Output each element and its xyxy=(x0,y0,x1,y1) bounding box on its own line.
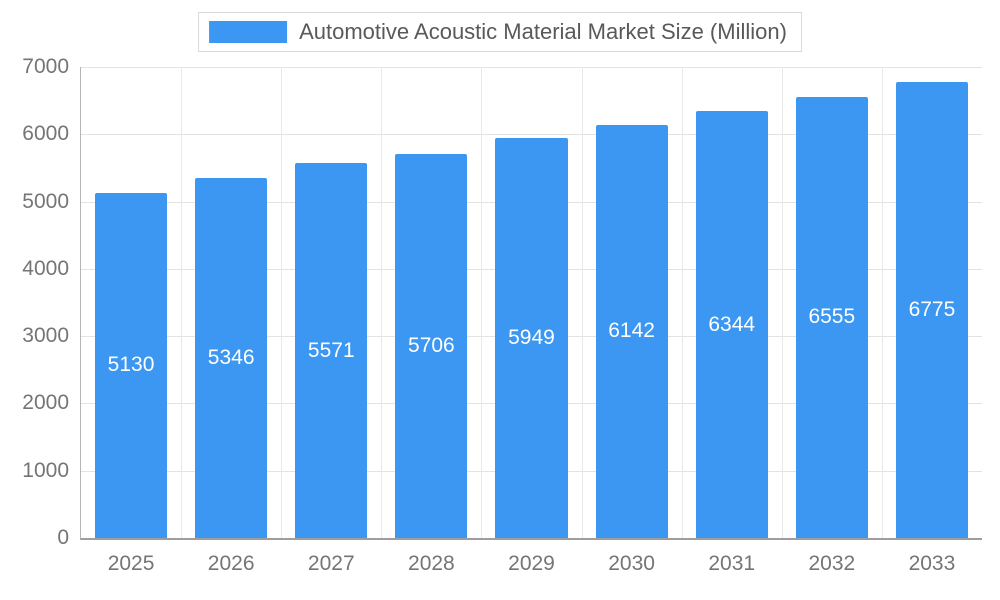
bar-value-label: 5130 xyxy=(107,353,155,377)
x-axis-tick-label: 2031 xyxy=(708,552,756,575)
bar-value-label: 5706 xyxy=(408,334,455,358)
legend-swatch-icon xyxy=(209,21,288,43)
bar-2033[interactable]: 6775 xyxy=(895,82,968,538)
gridline-vertical xyxy=(881,67,883,538)
gridline-vertical xyxy=(481,67,483,538)
gridline-horizontal xyxy=(81,134,982,136)
plot-area: 0 1000 2000 3000 4000 5000 6000 7000 5130 2025 534… xyxy=(22,55,982,575)
y-axis-tick-label: 2000 xyxy=(22,391,69,415)
y-axis-tick-label: 4000 xyxy=(22,256,69,280)
bar-value-label: 6142 xyxy=(608,319,655,343)
gridline-vertical xyxy=(381,67,383,538)
x-axis-tick-label: 2029 xyxy=(508,552,555,575)
x-axis-tick-label: 2026 xyxy=(207,552,255,575)
x-axis-tick-label: 2028 xyxy=(408,552,455,575)
x-axis-tick-label: 2025 xyxy=(107,552,155,575)
bar-2027[interactable]: 5571 xyxy=(295,163,368,538)
bar-2030[interactable]: 6142 xyxy=(595,124,668,538)
bar-2028[interactable]: 5706 xyxy=(395,154,468,538)
bar-value-label: 6555 xyxy=(808,305,856,329)
gridline-vertical xyxy=(581,67,583,538)
gridline-vertical xyxy=(781,67,783,538)
y-axis-tick-label: 1000 xyxy=(22,458,69,482)
legend: Automotive Acoustic Material Market Size… xyxy=(198,12,802,52)
y-axis-tick-label: 3000 xyxy=(22,324,69,348)
gridline-vertical xyxy=(681,67,683,538)
y-axis-tick-label: 6000 xyxy=(22,122,69,146)
x-axis-tick-label: 2032 xyxy=(808,552,856,575)
bar-2029[interactable]: 5949 xyxy=(495,137,568,538)
x-axis-tick-label: 2030 xyxy=(608,552,655,575)
chart-title: Automotive Acoustic Material Market Size… xyxy=(299,19,787,44)
gridline-horizontal xyxy=(81,67,982,68)
y-axis-tick-label: 7000 xyxy=(22,55,69,78)
bar-2025[interactable]: 5130 xyxy=(95,192,168,538)
gridline-vertical xyxy=(281,67,283,538)
bar-value-label: 5571 xyxy=(307,338,355,362)
y-axis-tick-label: 5000 xyxy=(22,189,69,213)
gridline-vertical xyxy=(181,67,183,538)
bar-2032[interactable]: 6555 xyxy=(795,96,868,538)
x-axis-tick-label: 2027 xyxy=(307,552,355,575)
bar-2026[interactable]: 5346 xyxy=(195,178,268,538)
bar-value-label: 5949 xyxy=(508,325,555,349)
bar-value-label: 6775 xyxy=(908,298,956,322)
y-axis-tick-label: 0 xyxy=(57,526,69,549)
bar-value-label: 5346 xyxy=(207,346,255,370)
x-axis-tick-label: 2033 xyxy=(908,552,956,575)
bar-value-label: 6344 xyxy=(708,312,756,336)
bar-2031[interactable]: 6344 xyxy=(695,111,768,538)
